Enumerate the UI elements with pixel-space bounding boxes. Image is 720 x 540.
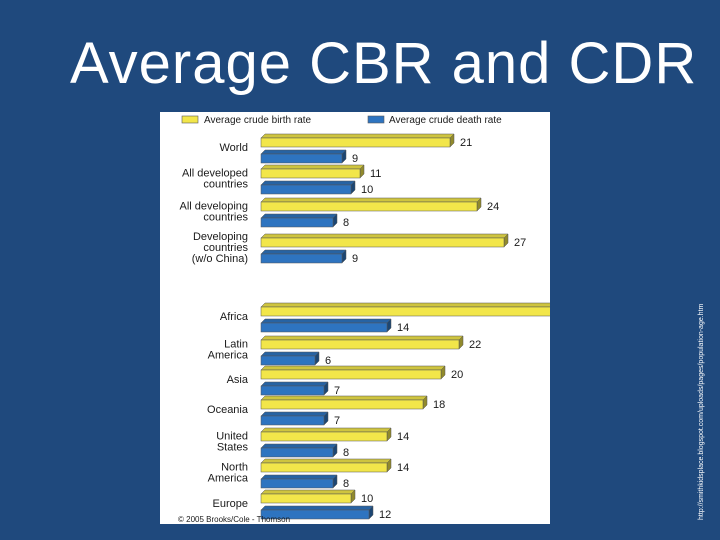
bar-birth-world-value: 21 (460, 137, 472, 149)
bar-birth-asia (260, 369, 442, 380)
bar-birth-all-developed-countries (260, 168, 361, 179)
bar-death-europe-top (260, 505, 374, 511)
bar-death-asia-top (260, 381, 329, 387)
chart-panel: Average crude birth rate Average crude de… (160, 112, 550, 524)
bar-death-africa (260, 322, 388, 333)
bar-death-latin-america-value: 6 (325, 355, 331, 367)
bar-birth-world (260, 137, 451, 148)
bar-birth-north-america (260, 462, 388, 473)
category-label-africa: Africa (220, 311, 249, 323)
bar-birth-latin-america (260, 339, 460, 350)
bar-birth-all-developed-countries-value: 11 (370, 168, 381, 180)
category-label-developing-countries-w-o-china-2: countries (203, 242, 248, 254)
category-label-oceania: Oceania (207, 404, 249, 416)
bar-birth-latin-america-value: 22 (469, 339, 481, 351)
bar-death-all-developed-countries (260, 184, 352, 195)
category-label-all-developing-countries-2: countries (203, 212, 248, 224)
bar-death-north-america-top (260, 474, 338, 480)
bar-birth-africa (260, 306, 550, 317)
bar-death-united-states-value: 8 (343, 447, 349, 459)
bar-death-united-states-top (260, 443, 338, 449)
bar-death-developing-countries-w-o-china-value: 9 (352, 253, 358, 265)
bar-birth-asia-value: 20 (451, 369, 463, 381)
bar-birth-united-states (260, 431, 388, 442)
legend-label-death: Average crude death rate (389, 115, 502, 126)
bar-death-world-value: 9 (352, 153, 358, 165)
bar-birth-developing-countries-w-o-china-value: 27 (514, 237, 526, 249)
legend-swatch-death (367, 115, 385, 124)
bar-birth-all-developing-countries (260, 201, 478, 212)
category-label-latin-america-2: America (208, 350, 249, 362)
bar-death-north-america-value: 8 (343, 478, 349, 490)
bar-death-united-states (260, 447, 334, 458)
bar-death-latin-america (260, 355, 316, 366)
bar-birth-north-america-top (260, 458, 392, 464)
bar-death-all-developed-countries-value: 10 (361, 184, 373, 196)
bar-death-oceania-top (260, 411, 329, 417)
bar-birth-latin-america-top (260, 335, 464, 341)
bar-birth-africa-top (260, 302, 550, 308)
bar-death-europe-value: 12 (379, 509, 391, 521)
category-label-all-developed-countries-1: All developed (182, 168, 248, 180)
bar-death-asia-value: 7 (334, 385, 340, 397)
category-label-all-developed-countries-2: countries (203, 179, 248, 191)
bar-death-north-america (260, 478, 334, 489)
bar-birth-north-america-value: 14 (397, 462, 409, 474)
bar-death-world-top (260, 149, 347, 155)
category-label-europe: Europe (213, 498, 248, 510)
legend-swatch-birth (181, 115, 199, 124)
bar-birth-developing-countries-w-o-china-top (260, 233, 509, 239)
category-label-north-america-2: America (208, 473, 249, 485)
category-label-united-states-1: United (216, 431, 248, 443)
bar-death-asia (260, 385, 325, 396)
bar-death-europe (260, 509, 370, 520)
bar-birth-all-developing-countries-top (260, 197, 482, 203)
category-label-latin-america-1: Latin (224, 339, 248, 351)
bar-death-all-developed-countries-top (260, 180, 356, 186)
bar-birth-europe-value: 10 (361, 493, 373, 505)
bar-birth-europe-top (260, 489, 356, 495)
bar-birth-all-developed-countries-top (260, 164, 365, 170)
bar-birth-developing-countries-w-o-china (260, 237, 505, 248)
bar-birth-united-states-value: 14 (397, 431, 409, 443)
bar-death-latin-america-top (260, 351, 320, 357)
category-label-all-developing-countries-1: All developing (180, 201, 249, 213)
bar-birth-united-states-top (260, 427, 392, 433)
bar-death-developing-countries-w-o-china-top (260, 249, 347, 255)
bar-birth-oceania (260, 399, 424, 410)
category-label-developing-countries-w-o-china-1: Developing (193, 231, 248, 243)
bar-birth-asia-top (260, 365, 446, 371)
category-label-north-america-1: North (221, 462, 248, 474)
bar-death-all-developing-countries-value: 8 (343, 217, 349, 229)
bar-death-world (260, 153, 343, 164)
bar-chart: Average crude birth rate Average crude de… (178, 115, 550, 524)
bar-death-oceania (260, 415, 325, 426)
bar-birth-oceania-top (260, 395, 428, 401)
bar-death-africa-top (260, 318, 392, 324)
bar-death-all-developing-countries-top (260, 213, 338, 219)
bar-death-africa-value: 14 (397, 322, 409, 334)
bar-death-developing-countries-w-o-china (260, 253, 343, 264)
slide-title: Average CBR and CDR (70, 31, 698, 96)
bar-birth-oceania-value: 18 (433, 399, 445, 411)
category-label-united-states-2: States (217, 442, 249, 454)
category-label-world: World (219, 142, 248, 154)
bar-birth-europe (260, 493, 352, 504)
bar-birth-all-developing-countries-value: 24 (487, 201, 499, 213)
category-label-developing-countries-w-o-china-3: (w/o China) (192, 253, 248, 265)
bar-birth-world-top (260, 133, 455, 139)
legend-label-birth: Average crude birth rate (204, 115, 312, 126)
bar-death-all-developing-countries (260, 217, 334, 228)
category-label-asia: Asia (227, 374, 249, 386)
bar-death-oceania-value: 7 (334, 415, 340, 427)
source-url: http://smithkidsplace.blogspot.com/uploa… (698, 303, 705, 520)
chart-credit: © 2005 Brooks/Cole - Thomson (178, 515, 290, 524)
